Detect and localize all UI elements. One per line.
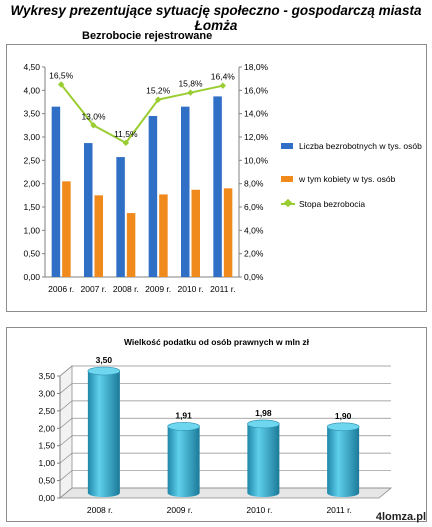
rate-data-label: 15,2% xyxy=(146,86,171,96)
legend-text: w tym kobiety w tys. osób xyxy=(299,174,396,184)
rate-data-label: 13,0% xyxy=(81,111,106,121)
gridline xyxy=(59,400,391,412)
tax-data-label: 1,91 xyxy=(175,410,192,420)
rate-marker xyxy=(122,139,130,147)
y2-tick-label: 8,0% xyxy=(244,179,264,189)
y-tick-label: 2,50 xyxy=(23,155,40,165)
rate-data-label: 16,5% xyxy=(49,71,74,81)
y-tick-label: 2,00 xyxy=(23,179,40,189)
gridline xyxy=(59,365,391,377)
y-tick-label: 2,50 xyxy=(38,406,55,416)
bar-unemployed xyxy=(84,143,93,277)
tax-data-label: 1,90 xyxy=(335,411,352,421)
rate-data-label: 15,8% xyxy=(178,79,203,89)
x-tick-label: 2006 r. xyxy=(48,284,74,294)
x-tick-label: 2009 r. xyxy=(145,284,171,294)
tax-data-label: 3,50 xyxy=(96,355,113,365)
bar-unemployed xyxy=(181,106,190,277)
x-tick-label: 2010 r. xyxy=(246,505,272,515)
rate-line xyxy=(60,83,224,145)
tax-cylinder-top xyxy=(167,422,200,431)
legend-swatch-blue xyxy=(281,143,293,149)
tax-cylinder-top xyxy=(326,422,360,432)
y2-tick-label: 18,0% xyxy=(244,62,269,72)
bar-unemployed xyxy=(51,106,61,277)
y-tick-label: 3,00 xyxy=(38,388,55,398)
y2-tick-label: 0,0% xyxy=(244,272,264,282)
unemployment-chart-panel: 0,00 0,50 1,00 1,50 2,00 2,50 3,00 3,50 4,00 4,50… xyxy=(6,44,427,312)
unemployment-chart: 0,00 0,50 1,00 1,50 2,00 2,50 3,00 3,50 4,00 4,50… xyxy=(23,62,269,294)
x-tick-label: 2009 r. xyxy=(167,505,193,515)
bar-women xyxy=(62,181,71,277)
bar-unemployed xyxy=(148,116,158,277)
tax-data-label: 1,98 xyxy=(255,408,272,418)
gridline xyxy=(59,417,391,429)
rate-marker xyxy=(57,81,65,88)
bar-women xyxy=(191,189,200,277)
y2-tick-label: 6,0% xyxy=(244,202,264,212)
y-tick-label: 0,50 xyxy=(23,249,40,259)
watermark: 4lomza.pl xyxy=(375,511,426,523)
bar-unemployed xyxy=(116,157,125,277)
y-tick-label: 1,00 xyxy=(23,225,40,235)
bar-women xyxy=(223,188,233,277)
y-tick-label: 3,00 xyxy=(23,132,40,142)
x-tick-label: 2008 r. xyxy=(87,505,113,515)
y-tick-label: 0,00 xyxy=(23,272,40,282)
rate-marker xyxy=(219,82,227,89)
bar-women xyxy=(94,195,103,277)
y-tick-label: 0,50 xyxy=(38,476,55,486)
x-tick-label: 2010 r. xyxy=(178,284,204,294)
legend-text: Stopa bezrobocia xyxy=(299,199,366,209)
y-tick-label: 3,50 xyxy=(38,371,55,381)
bar-women xyxy=(126,213,136,277)
bar-unemployed xyxy=(213,96,222,278)
y-tick-label: 4,00 xyxy=(23,85,40,95)
y2-tick-label: 10,0% xyxy=(244,155,269,165)
tax-cylinder-top xyxy=(247,419,280,429)
x-tick-label: 2011 r. xyxy=(210,284,235,294)
gridline xyxy=(59,487,391,499)
legend-swatch-orange xyxy=(281,176,293,182)
rate-marker xyxy=(90,122,97,129)
chart1-title: Bezrobocie rejestrowane xyxy=(82,30,213,42)
y-tick-label: 4,50 xyxy=(23,62,40,72)
x-tick-label: 2007 r. xyxy=(81,284,107,294)
gridline xyxy=(59,470,391,481)
tax-chart-panel: Wielkość podatku od osób prawnych w mln … xyxy=(6,327,427,522)
rate-data-label: 16,4% xyxy=(211,72,236,82)
y-tick-label: 0,00 xyxy=(38,493,55,503)
gridline xyxy=(59,383,391,394)
rate-data-label: 11,5% xyxy=(114,129,138,139)
tax-chart: 0,00 0,50 1,00 1,50 2,00 2,50 3,00 3,50 3,50 2008… xyxy=(38,355,393,515)
tax-cylinder-body xyxy=(247,423,280,497)
rate-marker xyxy=(187,89,194,96)
y2-tick-label: 14,0% xyxy=(244,109,269,119)
tax-cylinder-body xyxy=(87,371,120,497)
gridline xyxy=(59,435,391,446)
y-tick-label: 1,50 xyxy=(38,441,55,451)
x-tick-label: 2008 r. xyxy=(113,284,139,294)
y2-tick-label: 2,0% xyxy=(244,249,264,259)
page-title: Wykresy prezentujące sytuację społeczno … xyxy=(10,3,422,33)
y2-tick-label: 4,0% xyxy=(244,225,264,235)
y2-tick-label: 12,0% xyxy=(244,132,269,142)
side-wall xyxy=(59,365,73,499)
tax-cylinder-body xyxy=(327,426,360,497)
bar-women xyxy=(159,194,168,277)
y-tick-label: 2,00 xyxy=(38,423,55,433)
tax-cylinder-top xyxy=(87,366,121,376)
y-tick-label: 1,00 xyxy=(38,458,55,468)
y-tick-label: 3,50 xyxy=(23,109,40,119)
y2-tick-label: 16,0% xyxy=(244,85,269,95)
rate-marker xyxy=(154,96,162,103)
tax-cylinder-body xyxy=(167,426,200,497)
legend-text: Liczba bezrobotnych w tys. osób xyxy=(299,141,422,151)
chart2-title: Wielkość podatku od osób prawnych w mln … xyxy=(123,337,310,347)
gridline xyxy=(59,452,391,464)
x-tick-label: 2011 r. xyxy=(326,505,351,515)
y-tick-label: 1,50 xyxy=(23,202,40,212)
